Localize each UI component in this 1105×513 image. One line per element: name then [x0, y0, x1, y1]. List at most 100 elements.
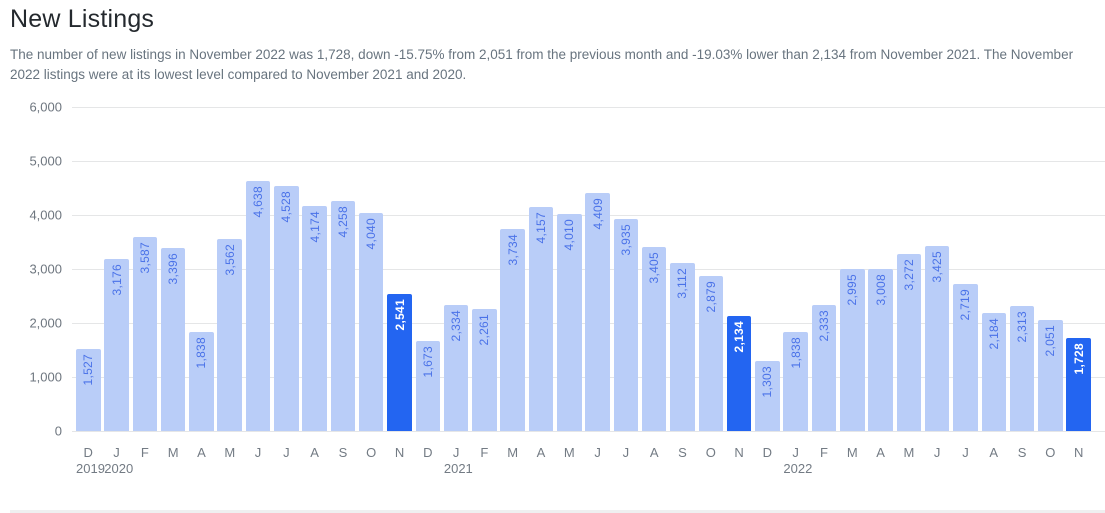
bar[interactable]: 2,719 [953, 284, 978, 431]
month-label: J [792, 445, 799, 460]
month-label: D [762, 445, 773, 460]
month-label: A [197, 445, 206, 460]
bar-value-label: 2,719 [958, 289, 973, 321]
bar[interactable]: 1,838 [189, 332, 214, 431]
x-axis-slot: M [161, 441, 186, 476]
bar-value-label: 1,303 [760, 366, 775, 398]
x-axis-slot: A [982, 441, 1007, 476]
month-label: D [83, 445, 93, 460]
bar[interactable]: 2,261 [472, 309, 497, 431]
bar-value-label: 4,528 [279, 191, 294, 223]
bar[interactable]: 3,396 [160, 248, 186, 431]
bar[interactable]: 1,673 [415, 341, 441, 431]
bar-value-label: 1,527 [81, 354, 96, 386]
bar-value-label: 1,838 [788, 337, 803, 369]
bar[interactable]: 1,303 [755, 361, 780, 431]
year-label: 2020 [104, 461, 134, 476]
month-label: N [1073, 445, 1084, 460]
bar[interactable]: 4,528 [274, 186, 299, 431]
month-label: J [622, 445, 630, 460]
x-axis-slot: D 2019 [76, 441, 105, 476]
bar[interactable]: 1,838 [783, 332, 808, 431]
bar[interactable]: 3,112 [670, 263, 695, 431]
bar[interactable]: 2,184 [981, 313, 1006, 431]
month-label: N [394, 445, 405, 460]
x-axis-slot: M [897, 441, 922, 476]
bar[interactable]: 3,008 [868, 269, 893, 431]
bar-value-label: 4,258 [335, 206, 350, 238]
x-axis-slot: A [302, 441, 327, 476]
x-axis-slot: S [331, 441, 356, 476]
month-label: O [705, 445, 716, 460]
bar-value-label: 4,409 [590, 198, 605, 230]
bar[interactable]: 2,313 [1009, 306, 1035, 431]
bar-value-label: 2,995 [845, 274, 860, 306]
bar[interactable]: 4,040 [358, 213, 384, 431]
bar[interactable]: 3,935 [613, 219, 639, 431]
x-axis-slot: N [387, 441, 412, 476]
bar[interactable]: 4,157 [528, 207, 554, 431]
bar-value-label: 1,673 [420, 346, 435, 378]
bar-value-label: 4,174 [307, 211, 322, 243]
month-label: M [846, 445, 858, 460]
bar[interactable]: 3,272 [896, 254, 922, 431]
bar-value-label: 3,112 [675, 268, 690, 299]
bar-value-label: 1,728 [1071, 343, 1086, 375]
x-axis-slot: A [642, 441, 667, 476]
bar[interactable]: 2,995 [840, 269, 865, 431]
x-axis-slot: M [840, 441, 865, 476]
bar-value-label: 3,587 [137, 242, 152, 274]
year-label: 2022 [783, 461, 813, 476]
bar[interactable]: 3,587 [132, 237, 158, 431]
bar-value-label: 2,051 [1043, 325, 1058, 357]
bar[interactable]: 1,527 [76, 349, 101, 431]
bar[interactable]: 4,174 [302, 206, 327, 431]
bar[interactable]: 3,176 [104, 259, 129, 431]
bar-value-label: 1,838 [194, 337, 209, 369]
bar[interactable]: 4,010 [557, 214, 582, 431]
bar[interactable]: 3,562 [217, 239, 242, 431]
x-axis-slot: M [557, 441, 582, 476]
x-axis-slot: F [472, 441, 497, 476]
bar[interactable]: 3,405 [641, 247, 667, 431]
x-axis-slot: J 2020 [104, 441, 134, 476]
bar[interactable]: 3,425 [924, 246, 950, 431]
bar[interactable]: 2,879 [698, 276, 724, 431]
bar[interactable]: 2,333 [811, 305, 837, 431]
x-axis-slot: M [500, 441, 525, 476]
bar-value-label: 3,405 [647, 252, 662, 284]
y-tick-label: 5,000 [29, 153, 62, 169]
month-label: S [1017, 445, 1027, 460]
x-axis-slot: O [359, 441, 384, 476]
bar-value-label: 4,157 [534, 212, 548, 244]
x-axis-slot: S [1010, 441, 1035, 476]
bars-container: 1,527 3,176 3,587 3,396 1,838 3,562 4,638 4,528… [76, 107, 1091, 431]
bar-value-label: 4,040 [364, 218, 379, 250]
bar-highlighted[interactable]: 2,541 [387, 294, 412, 431]
y-tick-label: 4,000 [29, 207, 62, 223]
bar[interactable]: 2,051 [1038, 320, 1063, 431]
page: New Listings The number of new listings … [10, 5, 1105, 477]
bar-value-label: 3,008 [873, 274, 888, 306]
bar-highlighted[interactable]: 1,728 [1066, 338, 1091, 431]
bar[interactable]: 2,334 [443, 305, 469, 431]
month-label: J [113, 445, 120, 460]
month-label: A [310, 445, 319, 460]
x-axis-slot: A [868, 441, 893, 476]
x-axis-slot: J [585, 441, 610, 476]
bar[interactable]: 4,638 [245, 181, 271, 431]
bar-chart: 0 1,000 2,000 3,000 4,000 5,000 6,000 1,527 3,1… [10, 100, 1105, 477]
page-title: New Listings [10, 5, 155, 33]
bar-highlighted[interactable]: 2,134 [726, 316, 752, 431]
gridline [72, 107, 1105, 108]
x-axis-slot: M [217, 441, 242, 476]
bar-value-label: 4,010 [562, 219, 577, 251]
bar[interactable]: 4,258 [330, 201, 356, 431]
x-axis-slot: J 2022 [783, 441, 813, 476]
year-label: 2019 [76, 461, 105, 476]
bar[interactable]: 3,734 [500, 229, 525, 431]
bar[interactable]: 4,409 [585, 193, 610, 431]
x-axis-slot: O [1038, 441, 1063, 476]
month-label: F [819, 445, 828, 460]
x-axis-slot: J 2021 [444, 441, 473, 476]
